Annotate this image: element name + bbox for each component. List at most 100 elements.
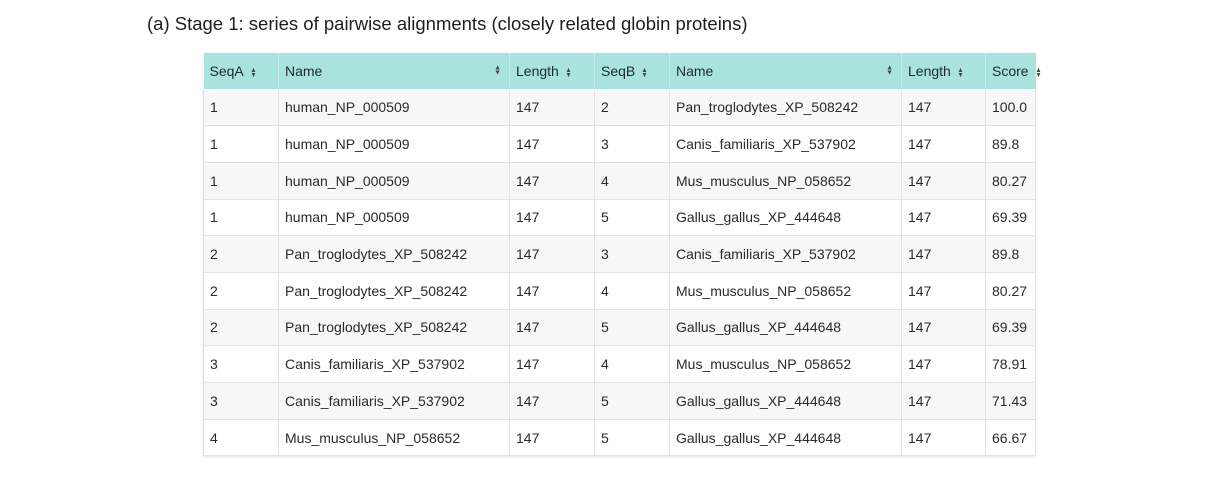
cell-seqa: 3 [203, 345, 279, 383]
cell-name-b: Gallus_gallus_XP_444648 [669, 382, 902, 420]
column-header-seqa[interactable]: SeqA ▲ ▼ [203, 53, 279, 89]
cell-seqb: 5 [594, 309, 670, 346]
cell-length-b: 147 [901, 125, 986, 163]
cell-name-b: Canis_familiaris_XP_537902 [669, 235, 902, 273]
cell-length-a: 147 [509, 235, 595, 273]
sort-updown-icon[interactable]: ▲ ▼ [565, 67, 572, 80]
cell-seqa: 4 [203, 419, 279, 456]
cell-seqb: 2 [594, 89, 670, 126]
table-row[interactable]: 2 Pan_troglodytes_XP_508242 147 5 Gallus_gal… [203, 309, 1036, 346]
cell-score: 89.8 [985, 125, 1036, 163]
cell-name-a: Canis_familiaris_XP_537902 [278, 345, 510, 383]
cell-seqa: 1 [203, 199, 279, 236]
cell-name-a: human_NP_000509 [278, 125, 510, 163]
table-body: 1 human_NP_000509 147 2 Pan_troglodytes_XP_5… [203, 89, 1036, 456]
cell-length-a: 147 [509, 272, 595, 310]
cell-seqa: 2 [203, 309, 279, 346]
header-row: SeqA ▲ ▼ Name ▲ ▼ Length ▲ ▼ SeqB ▲ ▼ Name ▲ ▼ Len… [203, 53, 1041, 89]
cell-score: 69.39 [985, 309, 1036, 346]
cell-name-a: human_NP_000509 [278, 162, 510, 200]
cell-name-a: Canis_familiaris_XP_537902 [278, 382, 510, 420]
table-row[interactable]: 2 Pan_troglodytes_XP_508242 147 4 Mus_muscul… [203, 272, 1036, 310]
column-header-label: Length [908, 63, 951, 79]
column-header-label: Score [992, 63, 1029, 79]
cell-name-a: human_NP_000509 [278, 199, 510, 236]
column-header-name-b[interactable]: Name ▲ ▼ [669, 53, 902, 89]
cell-length-b: 147 [901, 309, 986, 346]
column-header-name-a[interactable]: Name ▲ ▼ [278, 53, 510, 89]
sort-updown-icon[interactable]: ▲ ▼ [250, 67, 257, 80]
cell-seqa: 1 [203, 162, 279, 200]
cell-score: 80.27 [985, 272, 1036, 310]
cell-score: 66.67 [985, 419, 1036, 456]
alignment-table-container: SeqA ▲ ▼ Name ▲ ▼ Length ▲ ▼ SeqB ▲ ▼ Name ▲ ▼ Len… [203, 53, 1041, 456]
alignment-table: SeqA ▲ ▼ Name ▲ ▼ Length ▲ ▼ SeqB ▲ ▼ Name ▲ ▼ Len… [203, 53, 1041, 456]
cell-seqb: 3 [594, 235, 670, 273]
cell-seqb: 4 [594, 162, 670, 200]
cell-seqb: 3 [594, 125, 670, 163]
cell-name-a: Pan_troglodytes_XP_508242 [278, 309, 510, 346]
cell-length-a: 147 [509, 89, 595, 126]
column-header-length-a[interactable]: Length ▲ ▼ [509, 53, 595, 89]
sort-updown-icon[interactable]: ▲ ▼ [886, 64, 893, 77]
cell-score: 89.8 [985, 235, 1036, 273]
table-row[interactable]: 2 Pan_troglodytes_XP_508242 147 3 Canis_fami… [203, 235, 1036, 273]
table-row[interactable]: 1 human_NP_000509 147 3 Canis_familiaris_XP_… [203, 125, 1036, 163]
cell-name-b: Canis_familiaris_XP_537902 [669, 125, 902, 163]
cell-length-a: 147 [509, 382, 595, 420]
table-row[interactable]: 3 Canis_familiaris_XP_537902 147 5 Gallus_ga… [203, 382, 1036, 420]
cell-score: 80.27 [985, 162, 1036, 200]
table-row[interactable]: 1 human_NP_000509 147 2 Pan_troglodytes_XP_5… [203, 89, 1036, 126]
cell-seqa: 3 [203, 382, 279, 420]
cell-length-a: 147 [509, 309, 595, 346]
cell-length-a: 147 [509, 345, 595, 383]
sort-updown-icon[interactable]: ▲ ▼ [957, 67, 964, 80]
cell-seqa: 2 [203, 235, 279, 273]
cell-name-a: Pan_troglodytes_XP_508242 [278, 272, 510, 310]
table-row[interactable]: 4 Mus_musculus_NP_058652 147 5 Gallus_gallus… [203, 419, 1036, 456]
cell-length-a: 147 [509, 162, 595, 200]
cell-seqb: 4 [594, 345, 670, 383]
column-header-score[interactable]: Score ▲ ▼ [986, 53, 1041, 89]
cell-seqb: 5 [594, 199, 670, 236]
cell-name-b: Gallus_gallus_XP_444648 [669, 309, 902, 346]
sort-updown-icon[interactable]: ▲ ▼ [494, 64, 501, 77]
table-row[interactable]: 1 human_NP_000509 147 5 Gallus_gallus_XP_444… [203, 199, 1036, 236]
cell-score: 78.91 [985, 345, 1036, 383]
cell-name-a: Mus_musculus_NP_058652 [278, 419, 510, 456]
cell-length-a: 147 [509, 125, 595, 163]
cell-name-b: Mus_musculus_NP_058652 [669, 162, 902, 200]
sort-updown-icon[interactable]: ▲ ▼ [1034, 67, 1042, 80]
table-row[interactable]: 3 Canis_familiaris_XP_537902 147 4 Mus_muscu… [203, 345, 1036, 383]
figure-caption: (a) Stage 1: series of pairwise alignmen… [147, 13, 748, 34]
cell-name-b: Pan_troglodytes_XP_508242 [669, 89, 902, 126]
column-header-label: SeqB [601, 63, 636, 79]
cell-length-a: 147 [509, 199, 595, 236]
table-row[interactable]: 1 human_NP_000509 147 4 Mus_musculus_NP_0586… [203, 162, 1036, 200]
column-header-label: SeqA [209, 63, 244, 79]
cell-name-b: Mus_musculus_NP_058652 [669, 345, 902, 383]
sort-updown-icon[interactable]: ▲ ▼ [641, 67, 648, 80]
column-header-label: Length [516, 63, 559, 79]
cell-seqa: 1 [203, 89, 279, 126]
cell-score: 69.39 [985, 199, 1036, 236]
cell-name-b: Gallus_gallus_XP_444648 [669, 199, 902, 236]
cell-seqb: 5 [594, 382, 670, 420]
cell-length-b: 147 [901, 272, 986, 310]
cell-name-b: Mus_musculus_NP_058652 [669, 272, 902, 310]
cell-seqa: 1 [203, 125, 279, 163]
cell-name-b: Gallus_gallus_XP_444648 [669, 419, 902, 456]
column-header-label: Name [676, 63, 714, 79]
cell-seqb: 5 [594, 419, 670, 456]
cell-length-b: 147 [901, 199, 986, 236]
cell-name-a: Pan_troglodytes_XP_508242 [278, 235, 510, 273]
column-header-seqb[interactable]: SeqB ▲ ▼ [594, 53, 670, 89]
cell-length-b: 147 [901, 345, 986, 383]
table-header: SeqA ▲ ▼ Name ▲ ▼ Length ▲ ▼ SeqB ▲ ▼ Name ▲ ▼ Len… [203, 53, 1041, 89]
cell-name-a: human_NP_000509 [278, 89, 510, 126]
cell-length-b: 147 [901, 419, 986, 456]
column-header-label: Name [285, 63, 323, 79]
column-header-length-b[interactable]: Length ▲ ▼ [901, 53, 986, 89]
cell-seqa: 2 [203, 272, 279, 310]
cell-length-b: 147 [901, 235, 986, 273]
